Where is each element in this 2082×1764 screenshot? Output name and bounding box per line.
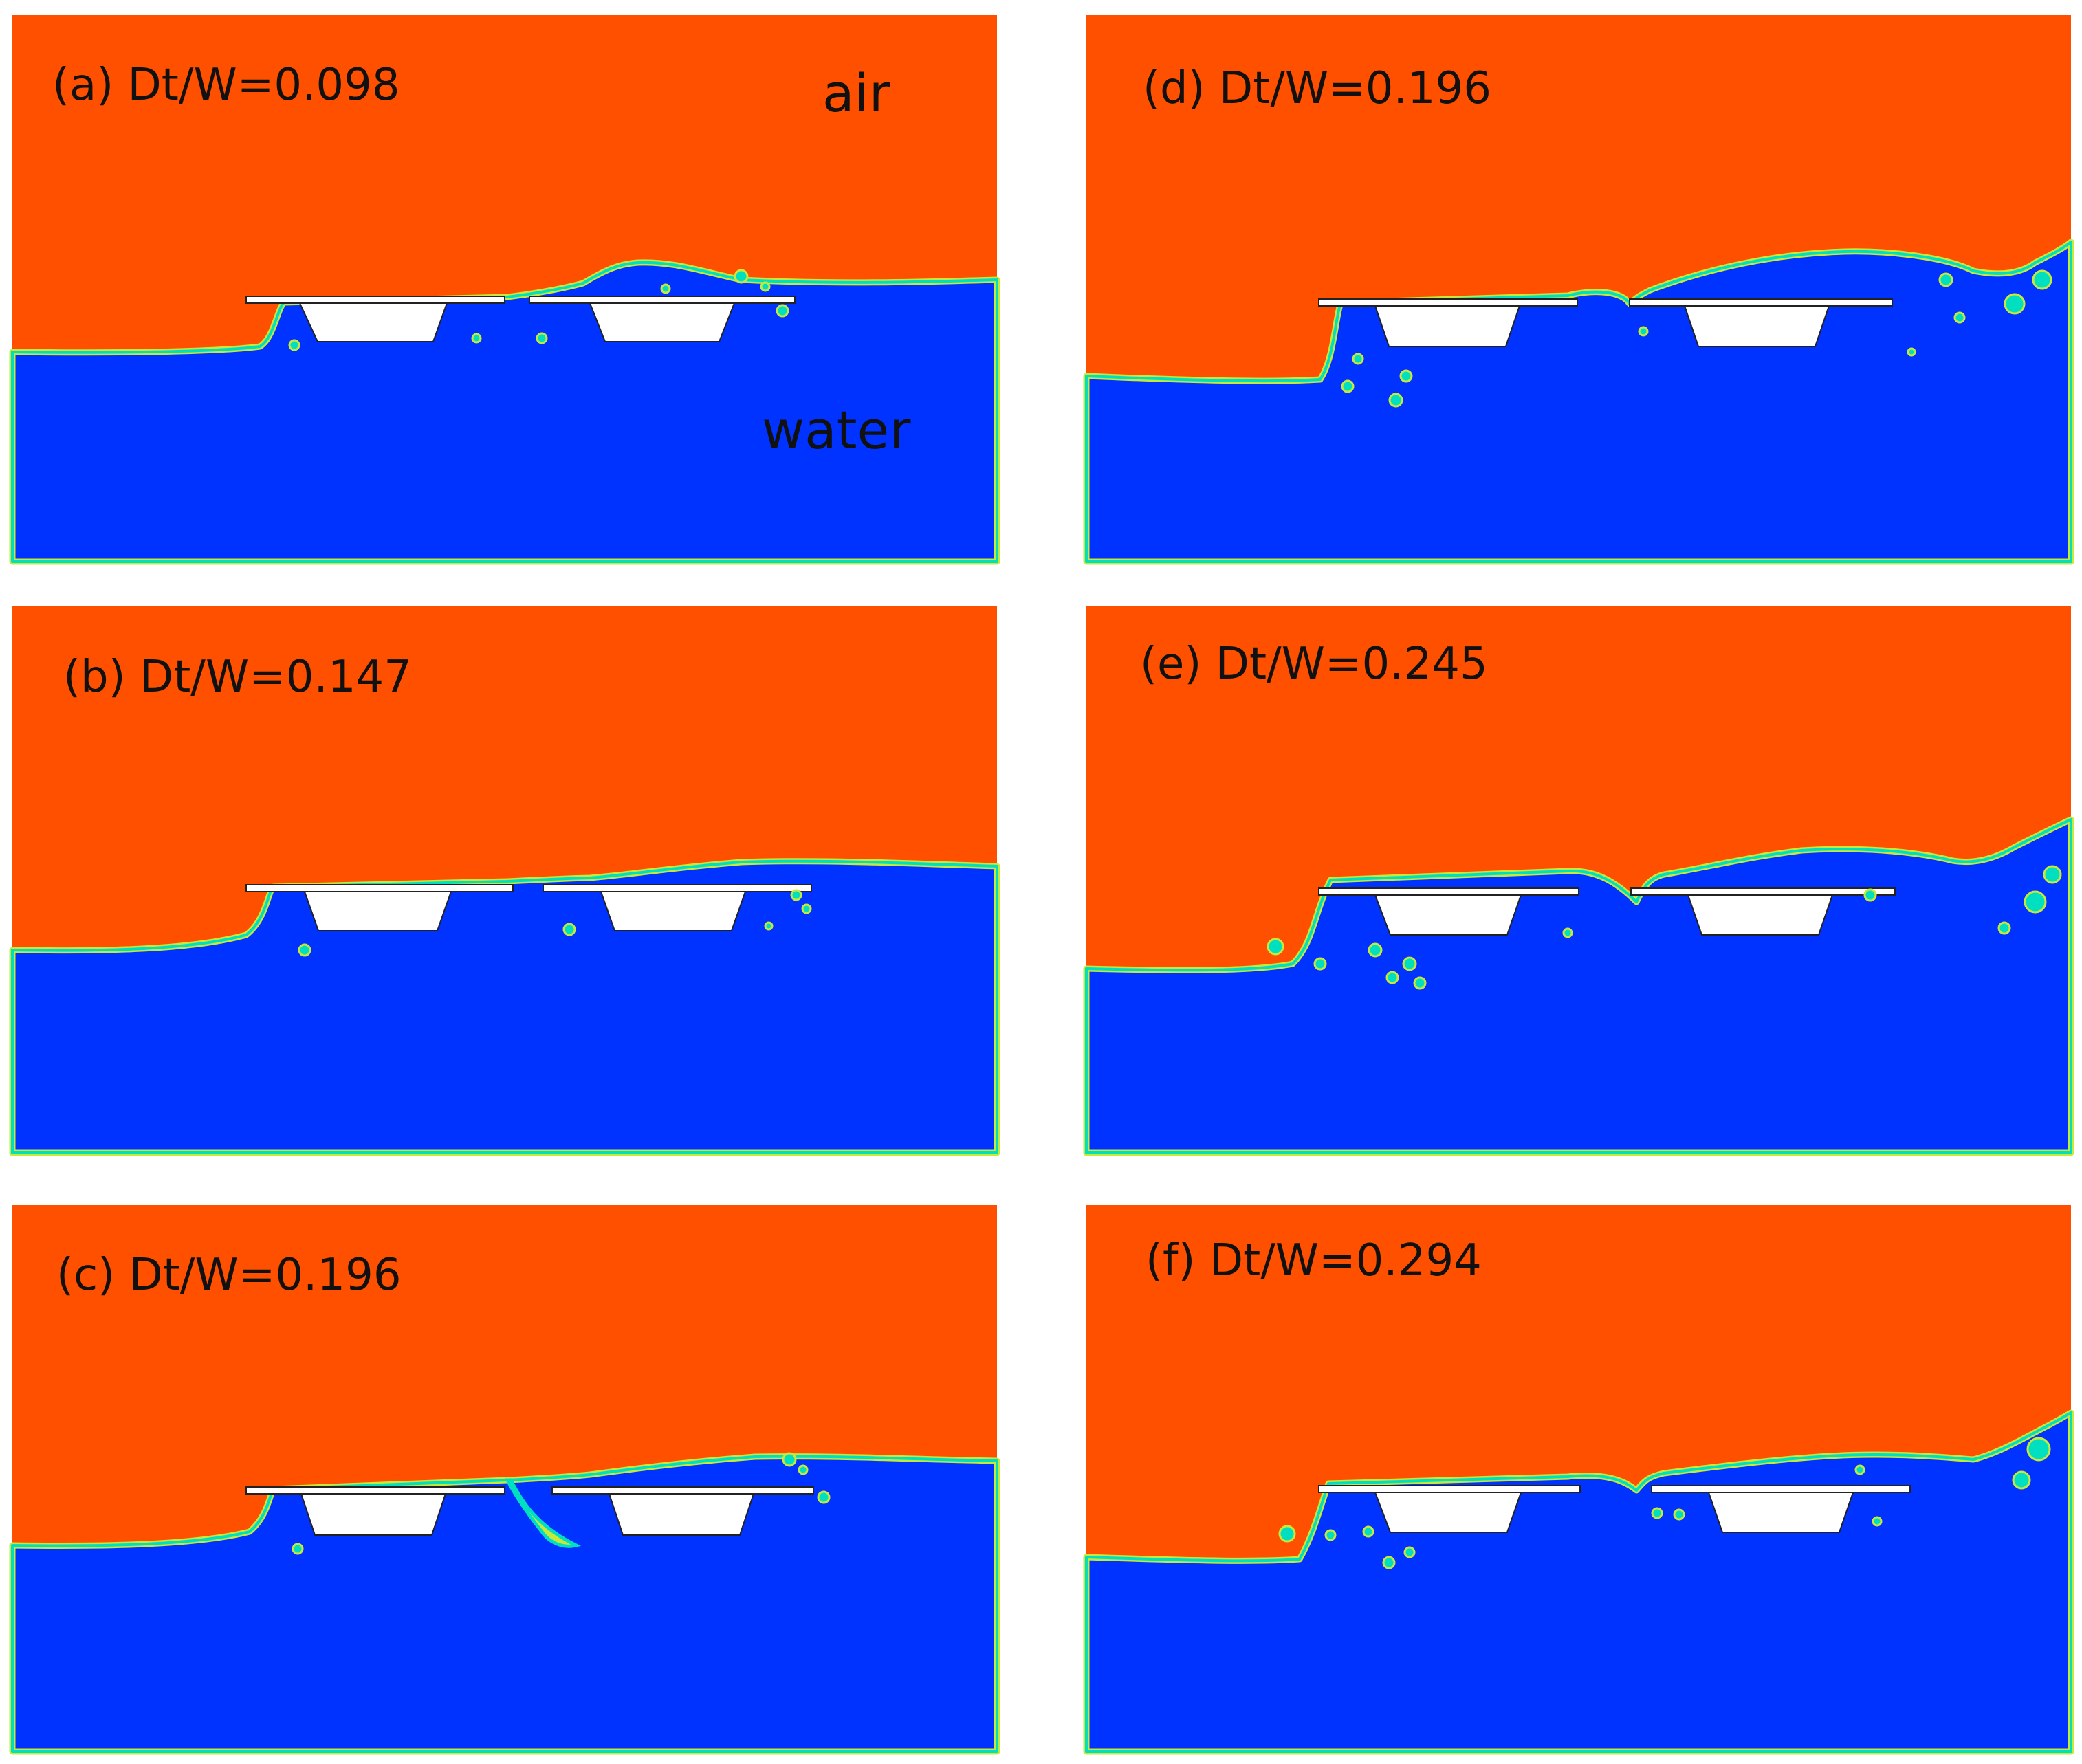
droplet bbox=[782, 1452, 797, 1467]
structure-2 bbox=[543, 884, 812, 931]
structure-1 bbox=[1318, 887, 1579, 936]
droplet bbox=[1313, 957, 1327, 971]
droplets bbox=[298, 889, 812, 957]
panel-label-e: (e) Dt/W=0.245 bbox=[1140, 639, 1488, 690]
structure-2 bbox=[1651, 1485, 1911, 1533]
interface-band bbox=[1085, 1411, 2072, 1753]
structure-1 bbox=[245, 1486, 505, 1536]
droplet bbox=[1341, 379, 1355, 393]
structure-1 bbox=[245, 296, 505, 342]
droplet bbox=[2043, 865, 2062, 884]
droplet bbox=[298, 943, 311, 957]
panel-label-a: (a) Dt/W=0.098 bbox=[52, 60, 400, 111]
droplet bbox=[801, 903, 812, 914]
droplet bbox=[1362, 1525, 1374, 1538]
panel-c: (c) Dt/W=0.196 bbox=[9, 1205, 1000, 1755]
panel-b: (b) Dt/W=0.147 bbox=[9, 606, 1000, 1156]
droplet bbox=[562, 923, 576, 936]
water-jet bbox=[504, 1478, 582, 1548]
droplets bbox=[1341, 269, 2052, 408]
droplet bbox=[471, 333, 482, 344]
interface-band bbox=[1085, 241, 2072, 563]
droplet bbox=[1382, 1556, 1396, 1569]
droplet bbox=[2032, 269, 2052, 290]
droplet bbox=[790, 889, 802, 901]
droplet bbox=[1368, 942, 1383, 958]
droplet bbox=[2004, 293, 2026, 315]
droplet bbox=[776, 304, 789, 318]
droplets bbox=[1267, 865, 2062, 990]
droplet bbox=[288, 339, 300, 351]
structure-2 bbox=[551, 1486, 814, 1536]
droplet bbox=[1385, 971, 1399, 984]
panel-label-c: (c) Dt/W=0.196 bbox=[56, 1250, 402, 1301]
droplet bbox=[1562, 927, 1573, 938]
droplet bbox=[1673, 1508, 1685, 1521]
droplet bbox=[1938, 272, 1953, 287]
panel-label-b: (b) Dt/W=0.147 bbox=[63, 652, 412, 703]
droplet bbox=[1267, 938, 1284, 956]
droplets bbox=[288, 269, 789, 351]
panel-e: (e) Dt/W=0.245 bbox=[1083, 606, 2074, 1156]
droplet bbox=[1638, 326, 1649, 337]
droplet bbox=[1872, 1516, 1883, 1527]
droplet bbox=[1402, 956, 1417, 971]
droplet bbox=[1997, 921, 2011, 935]
droplet bbox=[1278, 1525, 1296, 1543]
droplet bbox=[764, 921, 774, 931]
panel-d: (d) Dt/W=0.196 bbox=[1083, 15, 2074, 565]
droplet bbox=[1324, 1529, 1337, 1541]
droplet bbox=[1953, 311, 1966, 324]
air-label: air bbox=[822, 63, 891, 124]
droplet bbox=[1352, 353, 1364, 365]
panel-a: (a) Dt/W=0.098 air water bbox=[9, 15, 1000, 565]
droplet bbox=[1863, 888, 1877, 902]
droplet bbox=[2026, 1437, 2051, 1462]
droplet bbox=[1854, 1464, 1865, 1475]
droplets bbox=[1278, 1437, 2051, 1569]
droplet bbox=[1907, 347, 1916, 357]
interface-band bbox=[11, 859, 998, 1154]
structure-1 bbox=[245, 884, 514, 931]
structure-2 bbox=[1629, 298, 1893, 347]
panel-label-d: (d) Dt/W=0.196 bbox=[1143, 63, 1491, 114]
droplet bbox=[660, 283, 671, 294]
structure-2 bbox=[1630, 887, 1896, 936]
droplet bbox=[1651, 1507, 1663, 1519]
interface-band bbox=[1085, 818, 2072, 1154]
structure-1 bbox=[1318, 1485, 1581, 1533]
droplet bbox=[760, 281, 771, 292]
droplet bbox=[734, 269, 749, 284]
panel-f: (f) Dt/W=0.294 bbox=[1083, 1205, 2074, 1755]
interface-band bbox=[11, 261, 998, 563]
droplet bbox=[1399, 369, 1413, 383]
droplet bbox=[817, 1490, 831, 1504]
droplet bbox=[1413, 976, 1427, 990]
structure-1 bbox=[1318, 298, 1578, 347]
interface-band bbox=[11, 1455, 998, 1753]
water-label: water bbox=[762, 399, 911, 461]
droplet bbox=[536, 332, 548, 344]
droplet bbox=[2024, 890, 2047, 914]
droplet bbox=[1403, 1546, 1416, 1558]
panel-label-f: (f) Dt/W=0.294 bbox=[1146, 1235, 1482, 1286]
structure-2 bbox=[529, 296, 796, 342]
droplet bbox=[292, 1543, 304, 1555]
droplets bbox=[292, 1452, 831, 1555]
droplet bbox=[798, 1464, 809, 1475]
droplet bbox=[2012, 1470, 2031, 1490]
droplet bbox=[1388, 393, 1403, 408]
